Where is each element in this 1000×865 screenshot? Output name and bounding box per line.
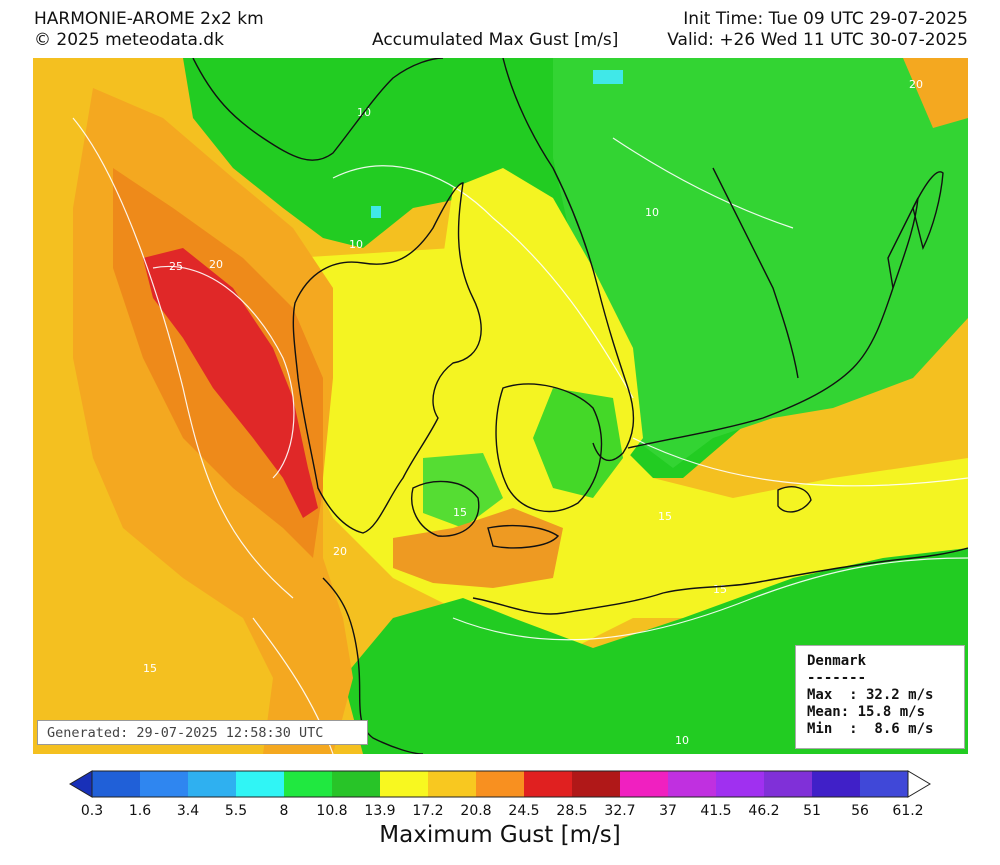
colorbar-tick-label: 13.9 bbox=[364, 803, 396, 819]
coast-sweden-west bbox=[502, 58, 635, 462]
contour-label: 15 bbox=[713, 583, 727, 596]
coast-sweden-inner bbox=[712, 167, 799, 379]
colorbar-segment bbox=[332, 771, 381, 797]
colorbar-tick-label: 17.2 bbox=[412, 803, 444, 819]
cyan-speck bbox=[593, 70, 623, 84]
colorbar-tick-label: 10.8 bbox=[316, 803, 348, 819]
colorbar-under-arrow bbox=[69, 770, 93, 798]
colorbar-tick-label: 8 bbox=[279, 803, 289, 819]
colorbar-segment bbox=[620, 771, 669, 797]
colorbar-tick-label: 28.5 bbox=[556, 803, 588, 819]
colorbar-segment bbox=[476, 771, 525, 797]
colorbar-segment bbox=[668, 771, 717, 797]
field-title: Accumulated Max Gust [m/s] bbox=[372, 30, 619, 50]
contour-label: 15 bbox=[143, 662, 157, 675]
contour-label: 15 bbox=[453, 506, 467, 519]
colorbar-tick-label: 32.7 bbox=[604, 803, 636, 819]
model-title: HARMONIE-AROME 2x2 km bbox=[34, 9, 264, 29]
green-zealand bbox=[533, 388, 623, 498]
copyright-text: © 2025 meteodata.dk bbox=[34, 30, 224, 50]
colorbar-tick-label: 3.4 bbox=[176, 803, 200, 819]
stats-panel: Denmark ------- Max : 32.2 m/s Mean: 15.… bbox=[795, 645, 965, 749]
coast-fyn bbox=[411, 480, 480, 537]
coastlines bbox=[192, 58, 968, 754]
colorbar-segment bbox=[188, 771, 237, 797]
colorbar-segment bbox=[812, 771, 861, 797]
contour-label: 20 bbox=[209, 258, 223, 271]
colorbar-tick-label: 51 bbox=[803, 803, 821, 819]
coast-jutland bbox=[292, 182, 482, 534]
colorbar-segment bbox=[92, 771, 141, 797]
colorbar-tick-label: 1.6 bbox=[128, 803, 152, 819]
coast-baltic-south bbox=[472, 547, 968, 615]
generated-timestamp: Generated: 29-07-2025 12:58:30 UTC bbox=[37, 720, 368, 745]
colorbar-segment bbox=[524, 771, 573, 797]
stats-region: Denmark bbox=[807, 653, 867, 669]
colorbar-tick-label: 0.3 bbox=[80, 803, 104, 819]
colorbar-segment bbox=[764, 771, 813, 797]
colorbar-tick-label: 24.5 bbox=[508, 803, 540, 819]
colorbar-tick-label: 37 bbox=[659, 803, 677, 819]
colorbar-tick-label: 56 bbox=[851, 803, 869, 819]
stats-mean: Mean: 15.8 m/s bbox=[807, 704, 926, 720]
coast-norway bbox=[192, 58, 444, 161]
contour-label: 20 bbox=[909, 78, 923, 91]
colorbar-segment bbox=[428, 771, 477, 797]
colorbar-tick-label: 61.2 bbox=[892, 803, 924, 819]
colorbar-label: Maximum Gust [m/s] bbox=[379, 822, 621, 848]
orange-south-dk bbox=[393, 508, 563, 588]
header-right: Init Time: Tue 09 UTC 29-07-2025 Valid: … bbox=[667, 9, 968, 51]
header-left: HARMONIE-AROME 2x2 km © 2025 meteodata.d… bbox=[34, 9, 264, 51]
coast-germany bbox=[322, 577, 424, 754]
orange-ne-corner bbox=[903, 58, 968, 128]
cyan-speck bbox=[371, 206, 381, 218]
valid-time: Valid: +26 Wed 11 UTC 30-07-2025 bbox=[667, 30, 968, 50]
isotach-contours bbox=[72, 117, 968, 754]
colorbar-frame bbox=[91, 770, 909, 798]
contour-label: 10 bbox=[675, 734, 689, 747]
coast-gotland bbox=[912, 171, 944, 251]
colorbar-tick-label: 46.2 bbox=[748, 803, 780, 819]
coast-zealand bbox=[495, 383, 603, 513]
colorbar-tick-label: 41.5 bbox=[700, 803, 732, 819]
colorbar-segment bbox=[380, 771, 429, 797]
colorbar-segment bbox=[572, 771, 621, 797]
contour-label: 10 bbox=[645, 206, 659, 219]
contour-label: 15 bbox=[658, 510, 672, 523]
colorbar-tick-label: 20.8 bbox=[460, 803, 492, 819]
colorbar-segment bbox=[860, 771, 909, 797]
colorbar-segment bbox=[236, 771, 285, 797]
colorbar-segment bbox=[716, 771, 765, 797]
red-gust-streak bbox=[143, 248, 318, 518]
contour-labels: 10 10 10 10 15 15 15 15 20 20 20 25 bbox=[143, 78, 923, 747]
colorbar-tick-label: 5.5 bbox=[224, 803, 248, 819]
stats-min: Min : 8.6 m/s bbox=[807, 721, 934, 737]
init-time: Init Time: Tue 09 UTC 29-07-2025 bbox=[683, 9, 968, 29]
coast-lolland bbox=[487, 524, 560, 549]
colorbar bbox=[69, 770, 931, 798]
stats-separator: ------- bbox=[807, 670, 867, 686]
colorbar-segment bbox=[140, 771, 189, 797]
coast-bornholm bbox=[777, 486, 812, 513]
colorbar-over-arrow bbox=[907, 770, 931, 798]
colorbar-segment bbox=[284, 771, 333, 797]
stats-max: Max : 32.2 m/s bbox=[807, 687, 934, 703]
green-fyn bbox=[423, 453, 503, 528]
contour-label: 25 bbox=[169, 260, 183, 273]
coast-sweden-south bbox=[627, 287, 894, 449]
contour-label: 20 bbox=[333, 545, 347, 558]
contour-label: 10 bbox=[349, 238, 363, 251]
